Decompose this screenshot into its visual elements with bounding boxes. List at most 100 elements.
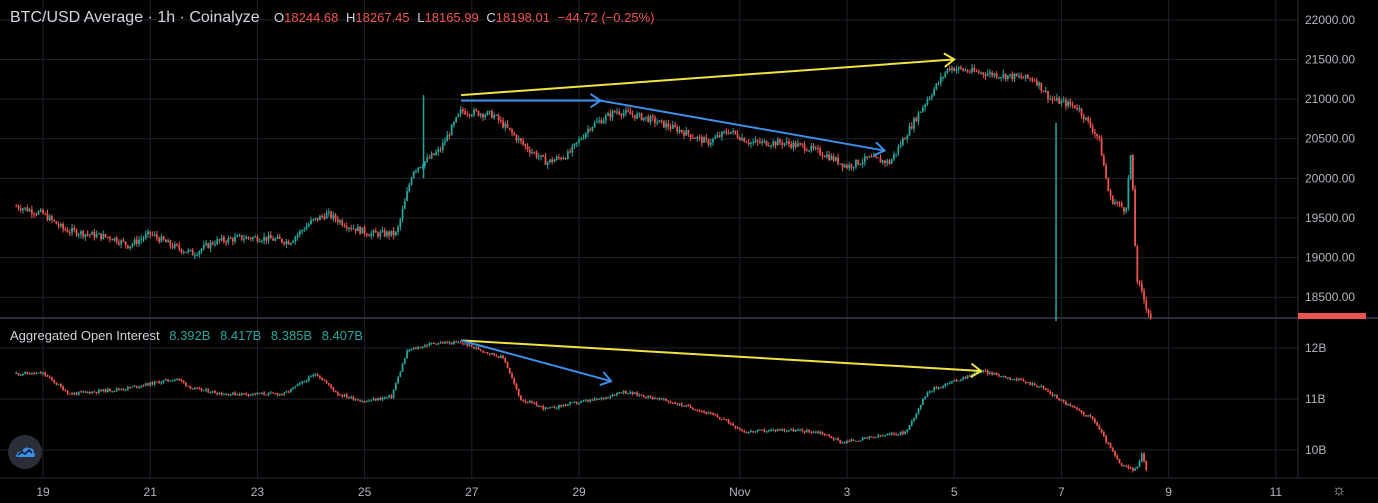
candle-body — [779, 429, 781, 431]
candle-body — [796, 143, 799, 147]
candle-body — [989, 372, 991, 374]
candle-body — [834, 438, 837, 440]
candle-body — [689, 134, 692, 138]
candle-body — [397, 227, 399, 232]
candle-body — [640, 394, 643, 396]
candle-body — [508, 127, 511, 130]
candle-body — [712, 138, 714, 143]
candle-body — [828, 434, 831, 437]
candle-body — [1089, 121, 1092, 127]
candle-body — [1134, 189, 1136, 247]
candle-body — [886, 434, 889, 436]
candle-body — [799, 429, 801, 431]
candle-body — [908, 126, 911, 136]
candle-body — [1100, 137, 1103, 156]
candle-body — [935, 83, 938, 90]
candle-body — [747, 142, 750, 144]
candle-body — [924, 396, 927, 399]
candle-body — [406, 191, 408, 201]
candle-body — [645, 397, 647, 399]
candle-body — [1062, 399, 1065, 402]
candle-body — [488, 353, 491, 355]
candle-body — [303, 381, 306, 383]
candle-body — [229, 394, 232, 396]
candle-body — [991, 72, 994, 76]
candle-body — [951, 381, 953, 383]
candle-body — [1138, 461, 1141, 467]
candle-body — [575, 142, 578, 144]
candle-body — [252, 393, 254, 395]
candle-body — [225, 393, 228, 395]
candle-body — [788, 141, 790, 144]
candle-body — [477, 347, 480, 350]
candle-body — [997, 374, 1000, 377]
time-tick-label: 9 — [1165, 485, 1172, 499]
candle-body — [1018, 378, 1020, 381]
candle-body — [102, 234, 105, 240]
candle-body — [1138, 281, 1141, 284]
candle-body — [770, 429, 772, 431]
candle-body — [426, 157, 429, 162]
candle-body — [1131, 468, 1134, 471]
candle-body — [922, 107, 924, 112]
candle-body — [553, 159, 556, 162]
oi-value-4: 8.407B — [321, 328, 363, 343]
candle-body — [1044, 91, 1047, 93]
candle-body — [486, 111, 489, 115]
candle-body — [642, 395, 645, 398]
candle-body — [35, 214, 38, 216]
oi-tick-label: 11B — [1305, 392, 1325, 406]
candle-body — [964, 377, 967, 379]
candle-body — [209, 242, 212, 249]
candle-body — [379, 398, 382, 400]
candle-body — [372, 398, 375, 401]
candle-body — [955, 69, 958, 71]
candle-body — [1149, 313, 1152, 318]
candle-body — [1129, 155, 1132, 179]
candle-body — [231, 392, 234, 395]
candle-body — [365, 400, 368, 403]
candle-body — [826, 154, 828, 157]
candle-body — [1109, 443, 1112, 449]
candle-body — [428, 157, 431, 159]
coinalyze-logo-icon[interactable] — [8, 435, 42, 469]
candle-body — [598, 120, 600, 122]
candle-body — [703, 137, 705, 143]
candle-body — [526, 402, 529, 404]
candle-body — [805, 430, 808, 433]
candle-body — [582, 137, 585, 139]
candle-body — [709, 142, 712, 145]
candle-body — [861, 162, 864, 164]
candle-body — [899, 431, 902, 435]
oi-title[interactable]: Aggregated Open Interest — [10, 328, 160, 343]
candle-body — [84, 391, 87, 393]
candle-body — [792, 142, 795, 148]
candle-body — [591, 126, 594, 131]
candle-body — [68, 232, 71, 234]
symbol-title[interactable]: BTC/USD Average · 1h · Coinalyze — [10, 9, 260, 26]
price-candles — [15, 64, 1152, 320]
candle-body — [756, 429, 759, 432]
candle-body — [808, 150, 810, 152]
candle-body — [589, 399, 592, 402]
candle-body — [837, 438, 839, 441]
candle-body — [660, 120, 663, 122]
candle-body — [281, 238, 283, 243]
candle-body — [160, 236, 163, 242]
candle-body — [886, 160, 889, 164]
candle-body — [725, 131, 728, 134]
oi-header: Aggregated Open Interest 8.392B 8.417B 8… — [10, 328, 363, 343]
candle-body — [394, 383, 397, 390]
candle-body — [814, 431, 817, 433]
candle-body — [37, 372, 40, 374]
candle-body — [790, 429, 793, 431]
candle-body — [129, 386, 131, 388]
candle-body — [200, 388, 203, 391]
candle-body — [453, 122, 455, 125]
candle-body — [461, 109, 464, 112]
gear-icon[interactable]: ☼ — [1331, 482, 1347, 499]
candle-body — [211, 391, 214, 393]
candle-body — [263, 392, 265, 395]
candle-body — [160, 382, 163, 384]
